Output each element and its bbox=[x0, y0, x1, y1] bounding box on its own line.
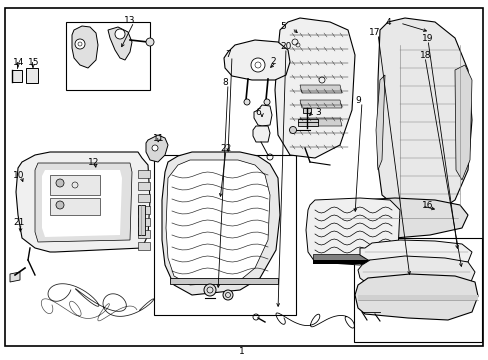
Text: 13: 13 bbox=[124, 15, 136, 24]
Polygon shape bbox=[297, 119, 317, 126]
Circle shape bbox=[244, 99, 249, 105]
Polygon shape bbox=[305, 198, 399, 265]
Text: 18: 18 bbox=[419, 50, 430, 59]
Polygon shape bbox=[72, 26, 98, 68]
Circle shape bbox=[152, 145, 158, 151]
Polygon shape bbox=[299, 85, 341, 93]
Polygon shape bbox=[224, 40, 289, 80]
Polygon shape bbox=[35, 163, 132, 242]
Polygon shape bbox=[299, 100, 341, 108]
Polygon shape bbox=[89, 160, 105, 174]
Polygon shape bbox=[354, 274, 477, 320]
Circle shape bbox=[264, 99, 269, 105]
Polygon shape bbox=[138, 218, 150, 226]
Bar bbox=[66, 22, 150, 90]
Text: 1: 1 bbox=[239, 347, 244, 356]
Text: 11: 11 bbox=[153, 134, 164, 143]
Circle shape bbox=[203, 284, 216, 296]
Polygon shape bbox=[138, 182, 150, 190]
Polygon shape bbox=[138, 242, 150, 250]
Text: 19: 19 bbox=[421, 33, 433, 42]
Polygon shape bbox=[10, 272, 20, 282]
Polygon shape bbox=[357, 295, 477, 300]
Polygon shape bbox=[303, 108, 310, 113]
Polygon shape bbox=[42, 170, 122, 237]
Text: 5: 5 bbox=[280, 22, 285, 31]
Text: 2: 2 bbox=[269, 57, 275, 66]
Polygon shape bbox=[312, 254, 394, 260]
Text: 10: 10 bbox=[13, 171, 24, 180]
Text: 8: 8 bbox=[222, 77, 227, 86]
Circle shape bbox=[115, 29, 125, 39]
Polygon shape bbox=[50, 175, 100, 195]
Circle shape bbox=[289, 126, 296, 134]
Text: 20: 20 bbox=[280, 41, 291, 50]
Circle shape bbox=[146, 38, 154, 46]
Polygon shape bbox=[50, 198, 100, 215]
Polygon shape bbox=[138, 230, 150, 238]
Polygon shape bbox=[165, 160, 269, 285]
Circle shape bbox=[56, 201, 64, 209]
Polygon shape bbox=[170, 278, 278, 284]
Text: 9: 9 bbox=[354, 95, 360, 104]
Polygon shape bbox=[359, 240, 471, 266]
Text: 6: 6 bbox=[255, 108, 260, 117]
Polygon shape bbox=[16, 152, 150, 252]
Circle shape bbox=[223, 290, 232, 300]
Text: 16: 16 bbox=[421, 201, 433, 210]
Bar bbox=[154, 155, 295, 315]
Text: 21: 21 bbox=[13, 217, 24, 226]
Text: 4: 4 bbox=[385, 18, 390, 27]
Polygon shape bbox=[138, 194, 150, 202]
Text: 15: 15 bbox=[28, 58, 40, 67]
Polygon shape bbox=[162, 152, 280, 295]
Text: 22: 22 bbox=[220, 144, 231, 153]
Text: 14: 14 bbox=[13, 58, 24, 67]
Text: 12: 12 bbox=[88, 158, 99, 166]
Polygon shape bbox=[26, 68, 38, 83]
Polygon shape bbox=[327, 198, 467, 238]
Bar bbox=[353, 238, 481, 342]
Polygon shape bbox=[312, 260, 394, 264]
Polygon shape bbox=[138, 170, 150, 178]
Text: 17: 17 bbox=[368, 27, 380, 36]
Text: 7: 7 bbox=[224, 50, 230, 59]
Text: 3: 3 bbox=[314, 108, 320, 117]
Circle shape bbox=[56, 179, 64, 187]
Polygon shape bbox=[299, 118, 341, 126]
Polygon shape bbox=[253, 105, 271, 126]
Polygon shape bbox=[454, 65, 471, 180]
Circle shape bbox=[75, 39, 85, 49]
Polygon shape bbox=[375, 75, 384, 170]
Polygon shape bbox=[357, 256, 474, 290]
Polygon shape bbox=[138, 206, 150, 214]
Polygon shape bbox=[252, 126, 269, 142]
Polygon shape bbox=[146, 135, 168, 162]
Polygon shape bbox=[274, 18, 354, 158]
Polygon shape bbox=[12, 70, 22, 82]
Circle shape bbox=[250, 58, 264, 72]
Polygon shape bbox=[377, 18, 471, 215]
Polygon shape bbox=[108, 27, 132, 60]
Polygon shape bbox=[138, 205, 145, 235]
